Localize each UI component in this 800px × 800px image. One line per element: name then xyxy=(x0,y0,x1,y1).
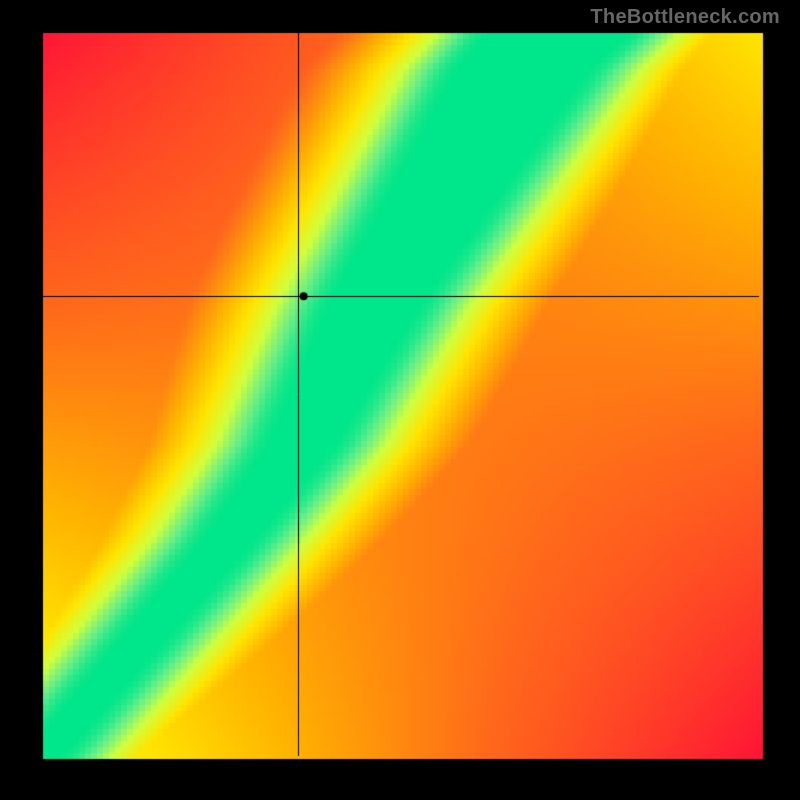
watermark-text: TheBottleneck.com xyxy=(590,6,780,29)
heatmap-chart xyxy=(0,0,800,800)
chart-container: TheBottleneck.com xyxy=(0,0,800,800)
